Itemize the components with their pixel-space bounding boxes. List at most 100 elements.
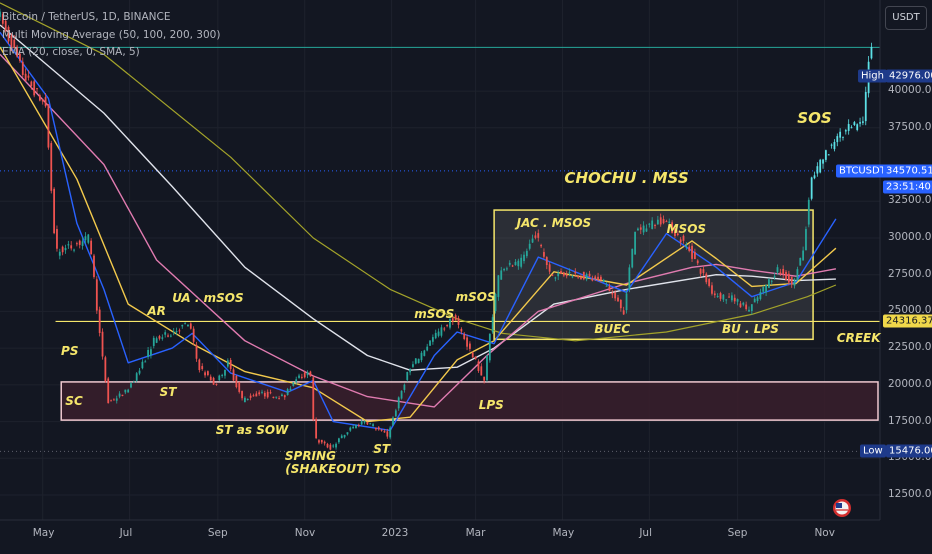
candle-body xyxy=(836,136,839,143)
annotation-sos: SOS xyxy=(797,108,832,127)
legend-mma[interactable]: Multi Moving Average (50, 100, 200, 300) xyxy=(2,29,221,41)
candle-body xyxy=(819,159,822,173)
candle-body xyxy=(853,122,856,125)
y-tick-label: 17500.00 xyxy=(888,414,932,427)
grid xyxy=(0,0,880,520)
candle-body xyxy=(41,99,44,102)
x-tick-label: Jul xyxy=(639,527,652,539)
candle-body xyxy=(263,392,266,397)
candle-body xyxy=(671,222,674,234)
candle-body xyxy=(437,331,440,336)
candle-body xyxy=(822,159,824,164)
candle-body xyxy=(372,424,374,427)
candle-body xyxy=(454,315,457,321)
candle-body xyxy=(639,227,642,230)
candle-body xyxy=(656,219,659,225)
candle-body xyxy=(95,279,98,311)
candle-body xyxy=(144,361,147,363)
candle-body xyxy=(56,229,58,249)
x-tick-label: Sep xyxy=(207,527,228,539)
candle-body xyxy=(796,269,799,281)
candle-body xyxy=(565,274,568,277)
candle-body xyxy=(238,382,241,392)
candle-body xyxy=(594,276,597,279)
candle-body xyxy=(600,276,602,280)
candle-body xyxy=(799,257,802,266)
candle-body xyxy=(275,396,278,398)
candle-body xyxy=(50,143,53,191)
candle-body xyxy=(261,391,263,393)
candle-body xyxy=(503,269,505,271)
candle-body xyxy=(765,284,767,293)
candle-body xyxy=(363,420,366,423)
candle-body xyxy=(451,318,454,322)
candle-body xyxy=(508,262,511,265)
candle-body xyxy=(517,260,520,267)
candle-body xyxy=(101,331,104,357)
candle-body xyxy=(75,243,78,245)
candle-body xyxy=(716,296,719,298)
candle-body xyxy=(824,150,827,160)
candle-body xyxy=(810,177,813,199)
y-tick-label: 25000.00 xyxy=(888,304,932,317)
candle-body xyxy=(201,366,204,370)
candle-body xyxy=(244,397,246,403)
candle-body xyxy=(571,276,574,278)
candle-body xyxy=(329,444,332,450)
candle-body xyxy=(315,418,318,439)
candle-body xyxy=(631,248,634,268)
currency-button[interactable]: USDT xyxy=(885,6,927,30)
x-tick-label: Nov xyxy=(294,527,316,539)
candle-body xyxy=(58,251,61,256)
candle-body xyxy=(226,360,229,367)
candle-body xyxy=(90,240,93,255)
annotation-st: ST xyxy=(159,385,177,400)
candle-body xyxy=(229,359,232,369)
candle-body xyxy=(733,297,736,302)
candle-body xyxy=(38,95,41,101)
candle-body xyxy=(414,358,417,364)
candle-body xyxy=(711,285,713,294)
price-tag-current-symbol: BTCUSDT xyxy=(836,164,889,178)
candle-body xyxy=(850,127,853,129)
annotation-msos: mSOS xyxy=(455,289,496,304)
x-tick-label: May xyxy=(32,527,55,539)
flag-icon[interactable] xyxy=(833,499,851,517)
candle-body xyxy=(582,271,585,280)
candle-body xyxy=(608,286,611,292)
price-tag-current-price: 34570.51 xyxy=(883,164,932,178)
candle-body xyxy=(588,273,591,277)
legend-ema[interactable]: EMA (20, close, 0, SMA, 5) xyxy=(2,46,140,58)
candle-body xyxy=(506,268,508,270)
candle-body xyxy=(135,373,138,381)
candle-body xyxy=(557,272,560,277)
candle-body xyxy=(320,439,323,443)
candle-body xyxy=(790,276,793,285)
candle-body xyxy=(830,144,833,146)
y-tick-label: 40000.00 xyxy=(888,84,932,97)
candle-body xyxy=(548,264,551,272)
candle-body xyxy=(303,372,306,378)
candle-body xyxy=(611,292,614,295)
candle-body xyxy=(562,272,565,276)
candle-body xyxy=(739,303,742,308)
candle-body xyxy=(528,243,531,249)
candle-body xyxy=(676,233,679,236)
candle-body xyxy=(155,338,158,343)
candle-body xyxy=(70,245,73,249)
candle-body xyxy=(281,394,283,397)
candle-body xyxy=(469,343,471,349)
candle-body xyxy=(386,431,389,437)
candle-body xyxy=(426,346,429,351)
candle-body xyxy=(400,390,403,399)
candle-body xyxy=(346,432,349,435)
candle-body xyxy=(292,382,295,386)
candle-body xyxy=(283,395,286,398)
annotation-creek: CREEK xyxy=(836,330,881,345)
candle-body xyxy=(397,397,400,409)
candle-body xyxy=(104,357,107,382)
legend-symbol[interactable]: Bitcoin / TetherUS, 1D, BINANCE xyxy=(2,11,171,23)
candle-body xyxy=(224,369,226,376)
candle-body xyxy=(340,435,343,439)
